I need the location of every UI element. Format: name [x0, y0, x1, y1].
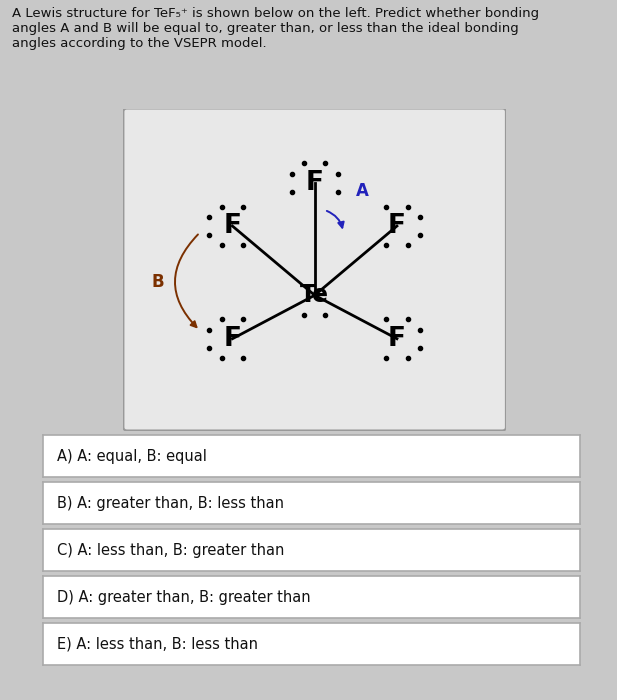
Text: F: F [388, 213, 406, 239]
Text: F: F [388, 326, 406, 351]
Text: Te: Te [300, 284, 329, 307]
Text: B) A: greater than, B: less than: B) A: greater than, B: less than [57, 496, 284, 511]
Text: F: F [305, 169, 324, 195]
Text: D) A: greater than, B: greater than: D) A: greater than, B: greater than [57, 589, 310, 605]
Text: A: A [356, 181, 369, 200]
Text: F: F [223, 326, 241, 351]
Text: C) A: less than, B: greater than: C) A: less than, B: greater than [57, 542, 284, 558]
Text: A) A: equal, B: equal: A) A: equal, B: equal [57, 449, 207, 464]
Text: F: F [223, 213, 241, 239]
Text: E) A: less than, B: less than: E) A: less than, B: less than [57, 636, 258, 652]
Text: A Lewis structure for TeF₅⁺ is shown below on the left. Predict whether bonding
: A Lewis structure for TeF₅⁺ is shown bel… [12, 7, 539, 50]
Text: B: B [152, 274, 164, 291]
FancyBboxPatch shape [123, 108, 506, 430]
